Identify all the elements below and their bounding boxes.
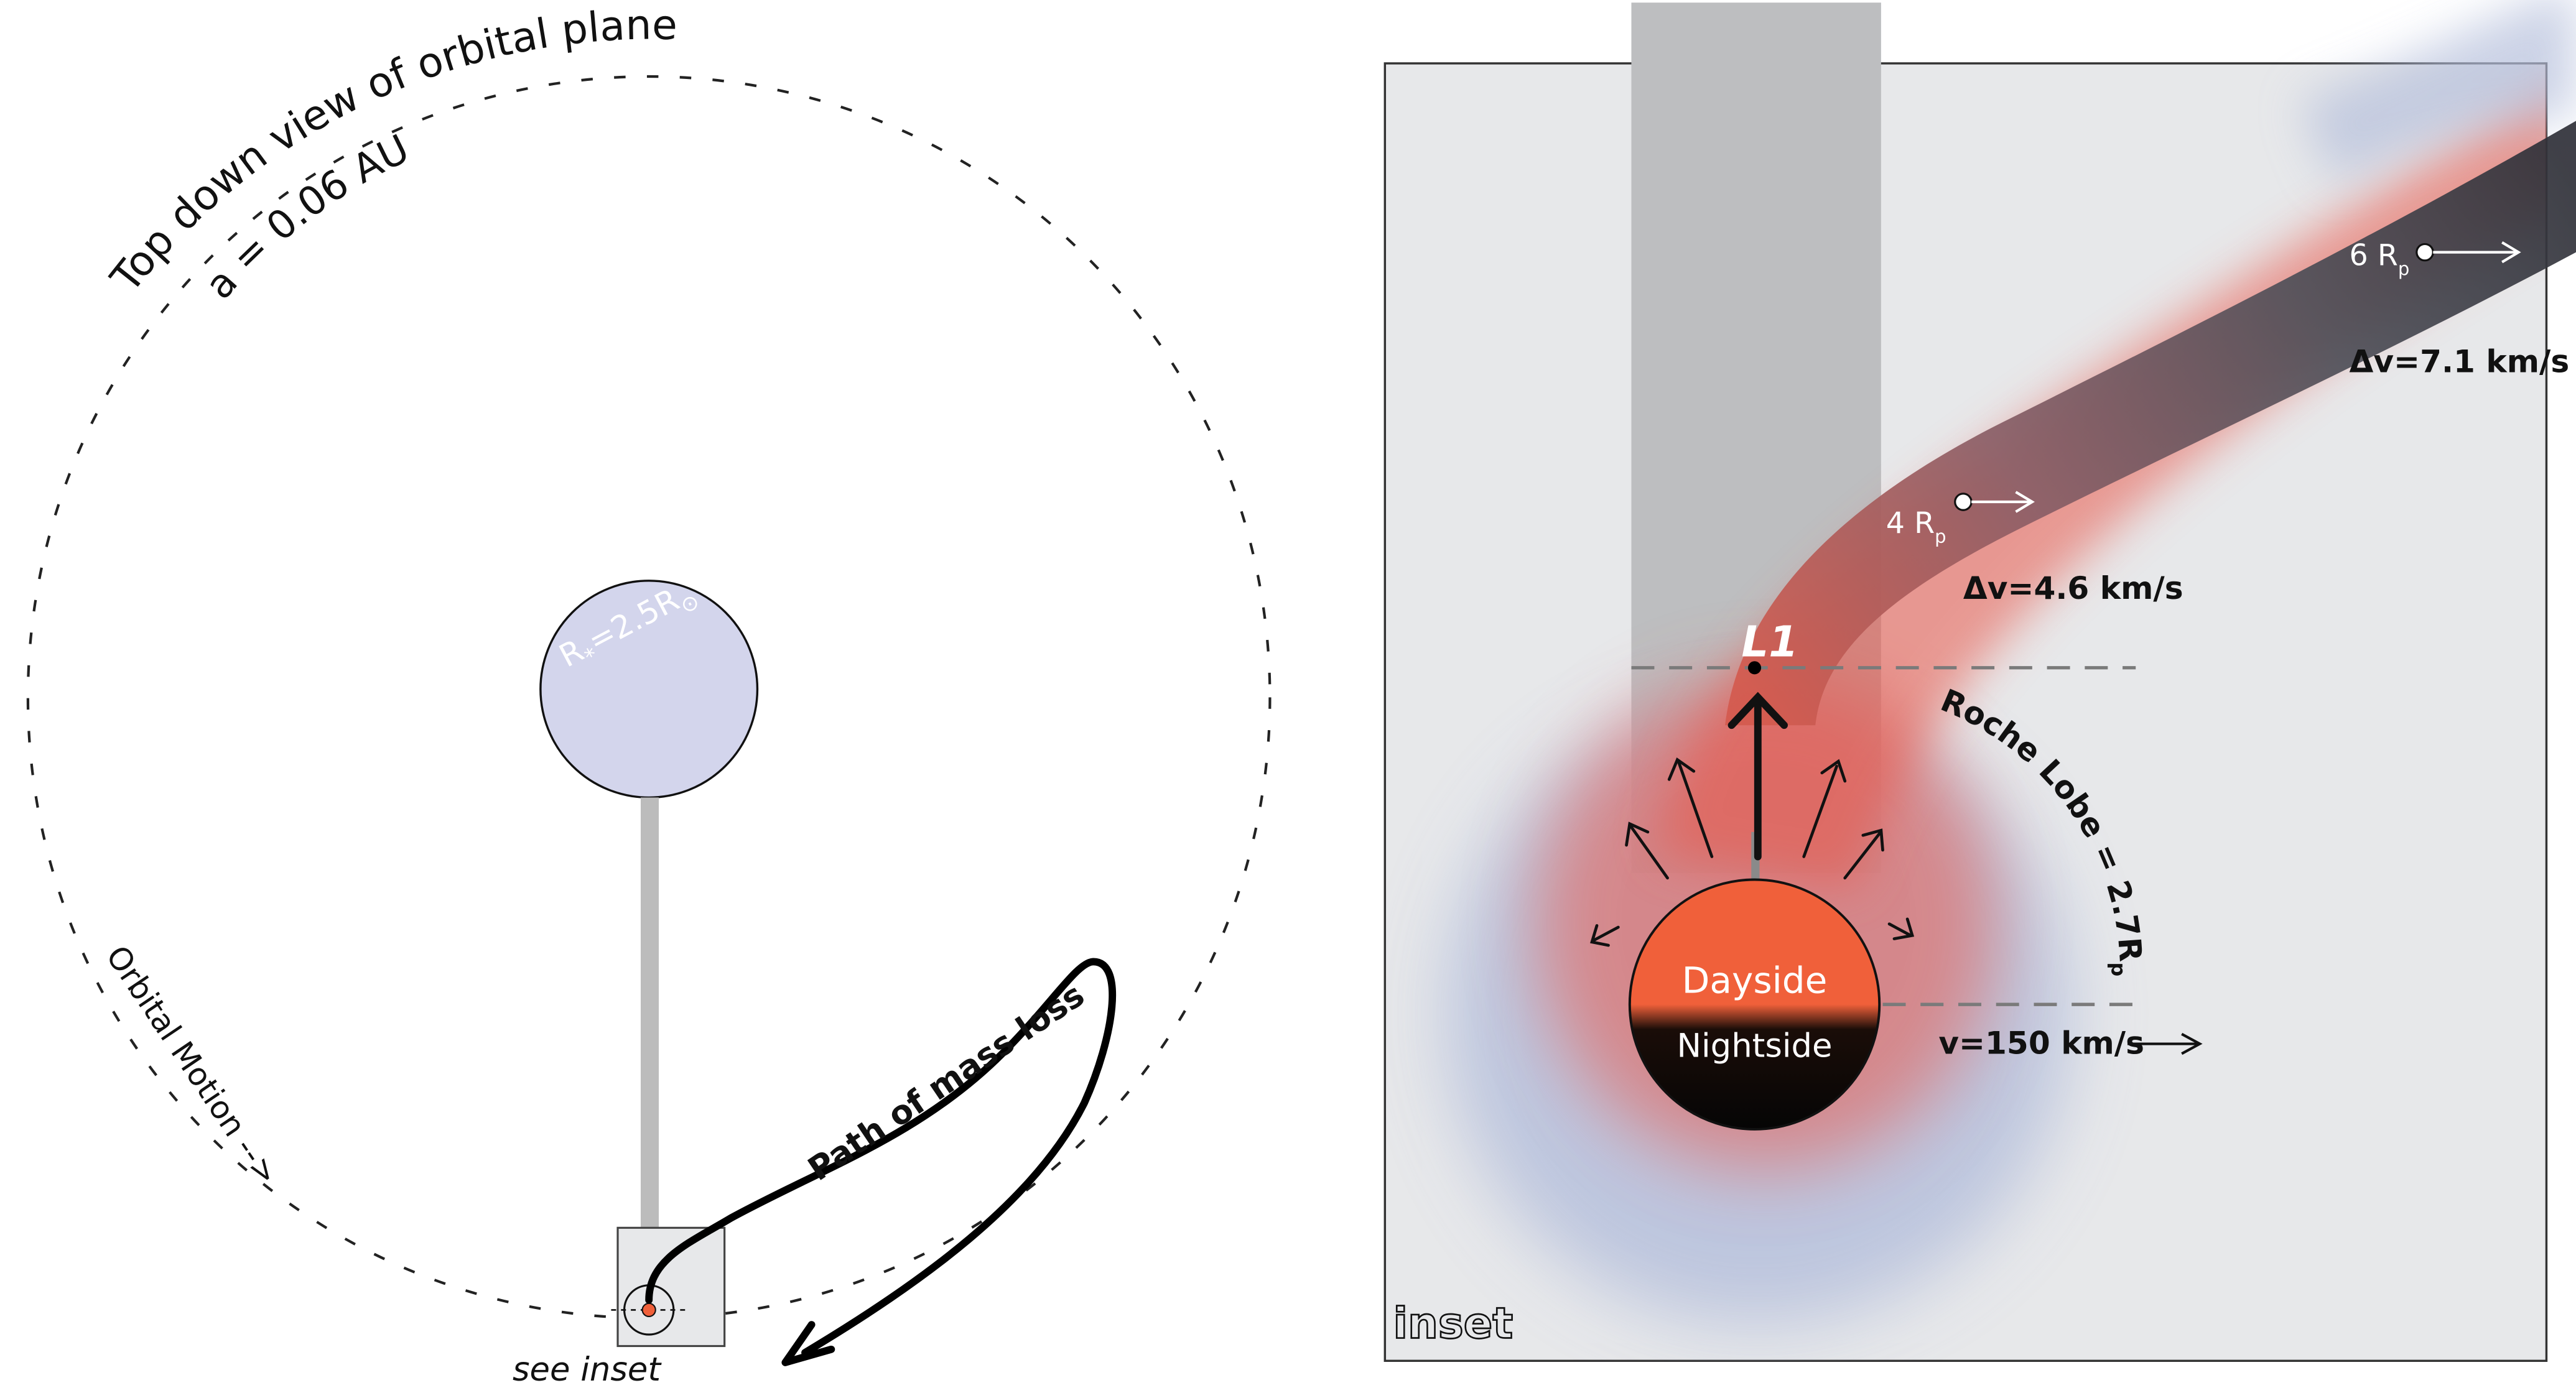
star-planet-connector: [640, 797, 659, 1287]
arrow-icon: [1802, 764, 1838, 858]
dv-4rp-label: Δv=4.6 km/s: [1963, 570, 2183, 606]
inset-panel: Dayside Nightside L1 Roche Lobe = 2.7R p …: [1383, 0, 2576, 1362]
marker-4rp-label: 4 Rp: [1886, 506, 1946, 547]
orbit-path: [26, 75, 1272, 1320]
l1-label: L1: [1741, 617, 1798, 667]
marker-6rp-label: 6 Rp: [2350, 239, 2410, 280]
orbital-velocity-label: v=150 km/s: [1938, 1024, 2144, 1061]
dot-marker-icon: [1954, 493, 1973, 511]
see-inset-label: see inset: [513, 1351, 662, 1389]
dot-marker-icon: [2416, 243, 2434, 262]
inset-locator-box: [616, 1226, 726, 1348]
mass-loss-stream: [1724, 121, 2576, 726]
arrow-icon: [1843, 832, 1881, 880]
arrow-icon: [1592, 925, 1620, 942]
dv-6rp-label: Δv=7.1 km/s: [2350, 343, 2570, 379]
l1-point: [1747, 661, 1762, 675]
inset-label: inset: [1393, 1298, 1514, 1348]
arrow-icon: [1677, 761, 1714, 858]
locator-planet: [641, 1302, 656, 1318]
arrow-icon: [1887, 922, 1912, 937]
outflow-arrows: [1590, 692, 1915, 947]
mass-loss-path: [645, 958, 1117, 1356]
dayside-label: Dayside: [1682, 960, 1828, 1002]
nightside-label: Nightside: [1677, 1027, 1833, 1065]
upper-blue-haze: [2300, 0, 2576, 183]
arrow-icon: [1630, 825, 1669, 880]
planet: Dayside Nightside: [1628, 878, 1881, 1131]
left-panel: Top down view of orbital plane a = 0.06 …: [26, 1, 1272, 1389]
mass-loss-arrowhead-icon: [781, 1321, 835, 1366]
orbital-motion-label: Orbital Motion -->: [99, 939, 286, 1192]
